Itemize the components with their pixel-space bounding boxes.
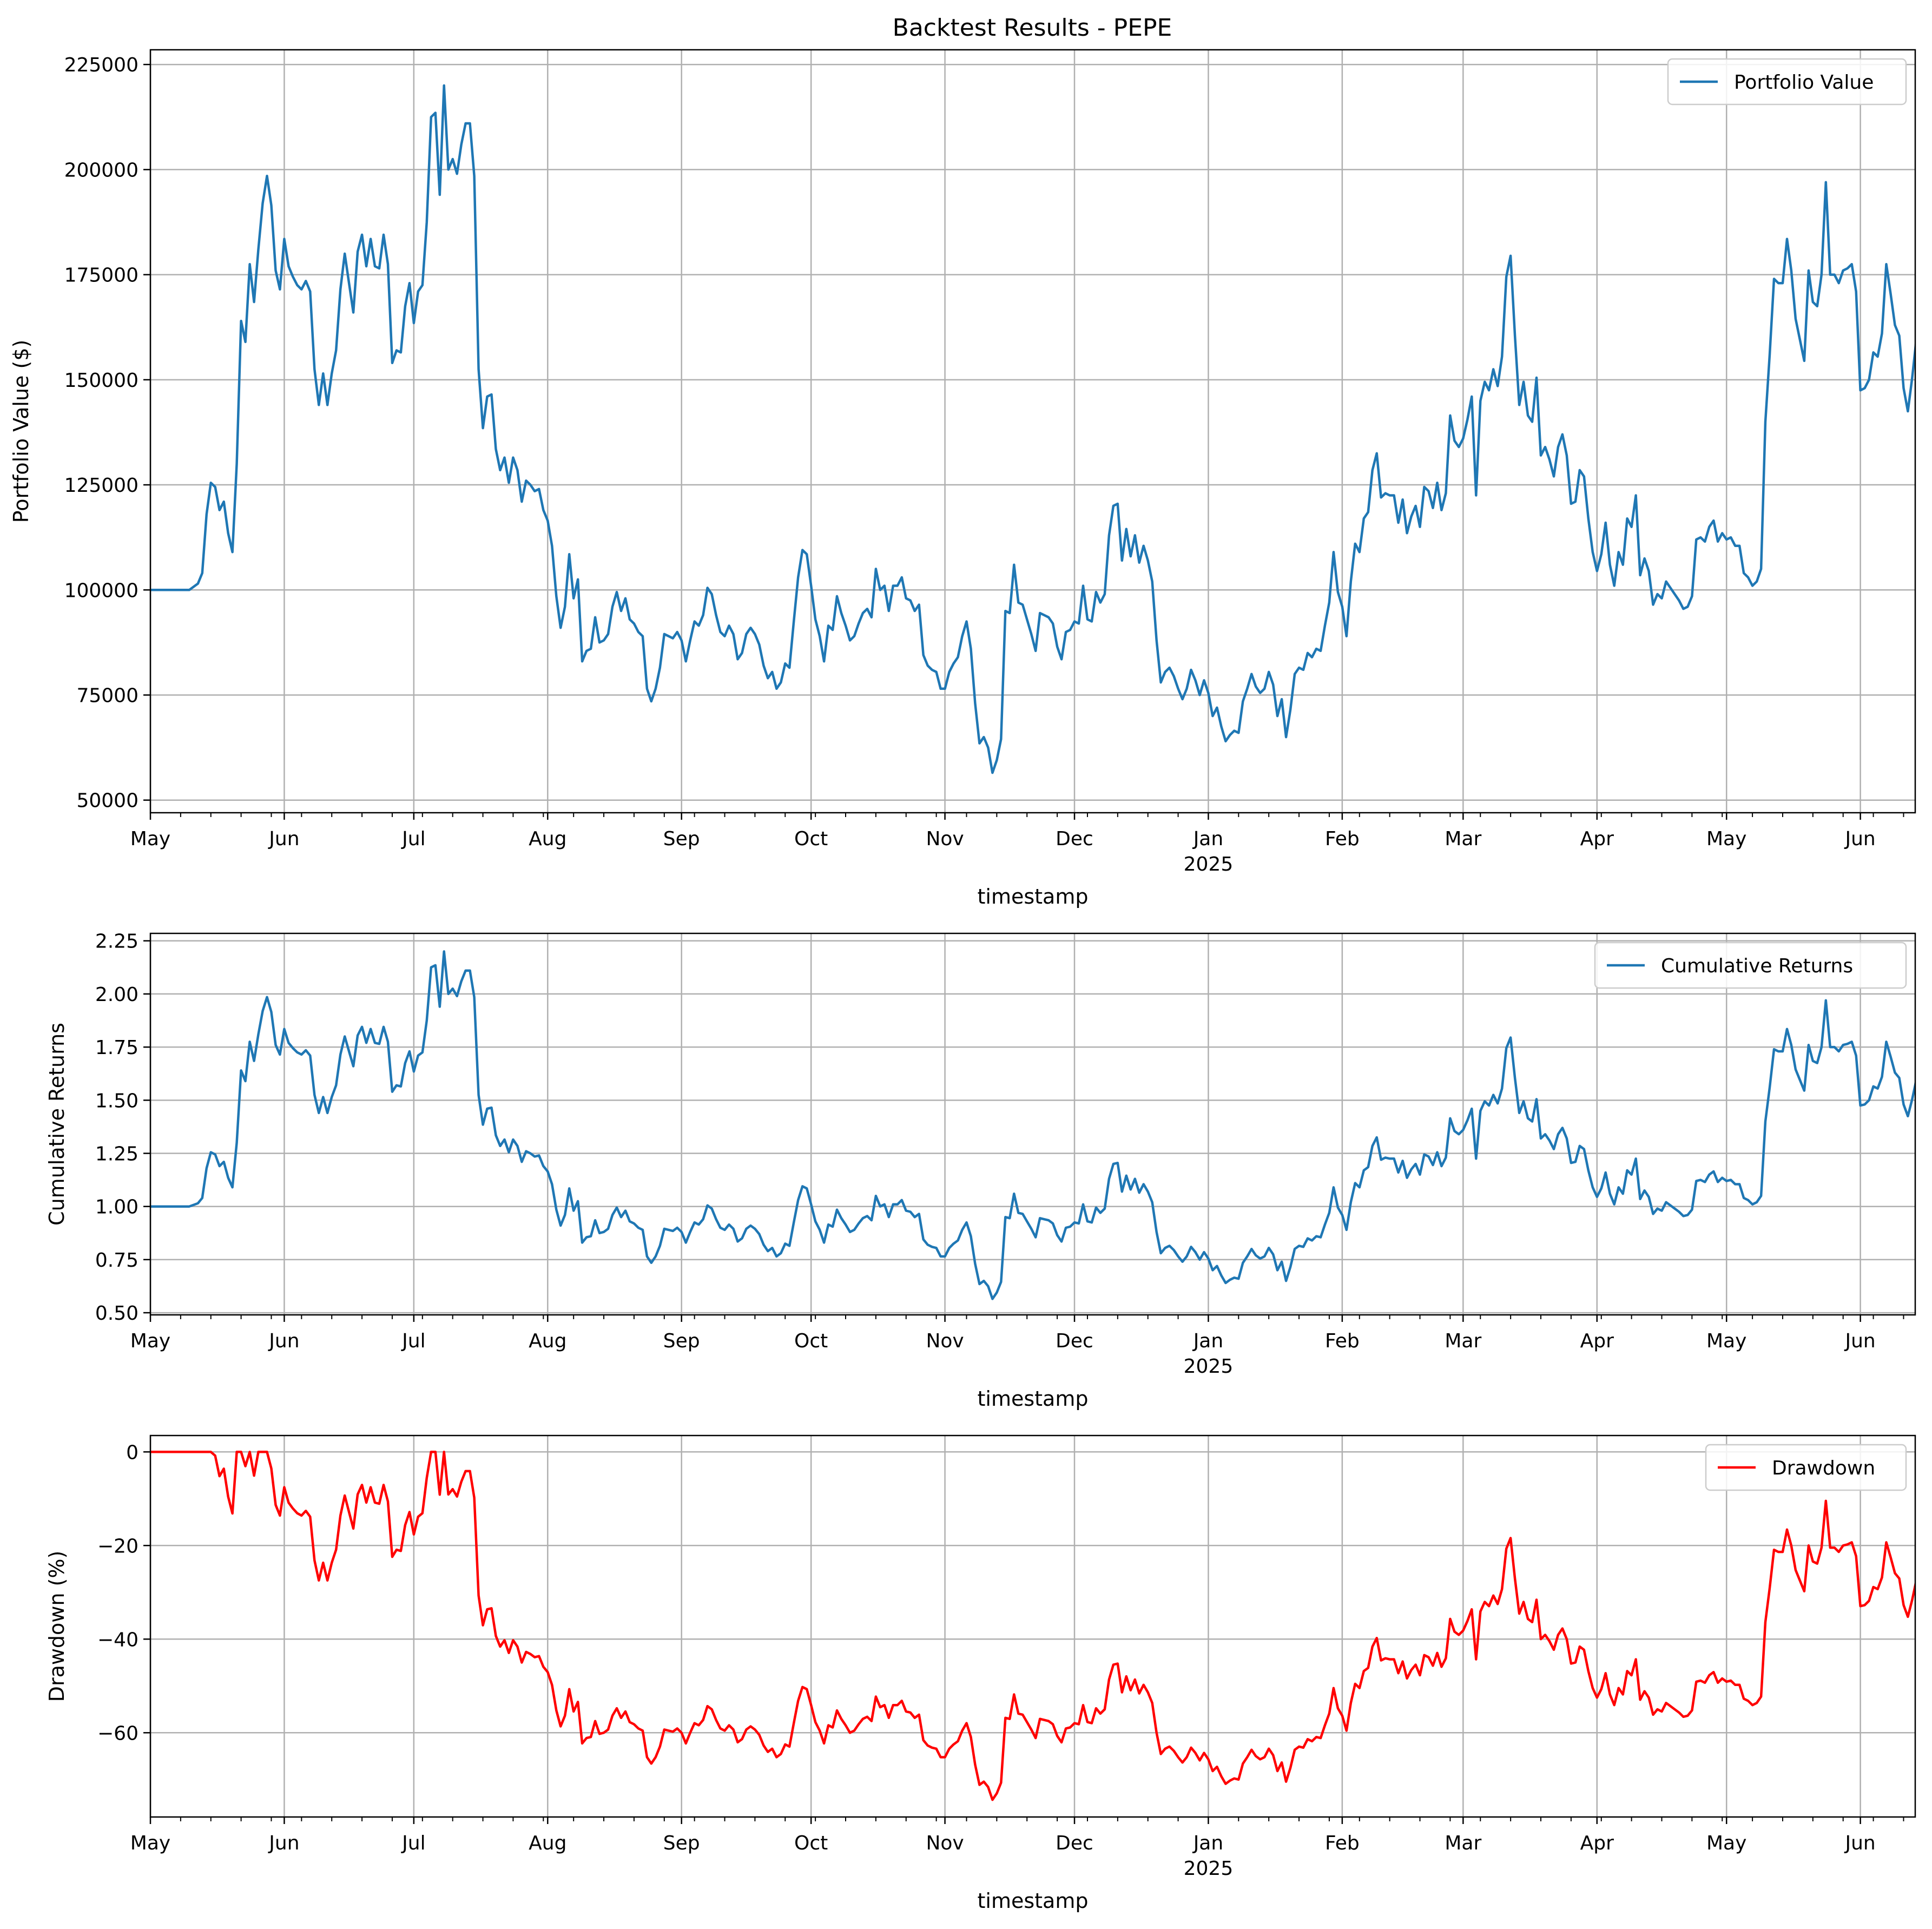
x-tick-label: Sep	[663, 828, 700, 850]
panel-returns: 0.50 0.75 1.00 1.25 1.50 1.75 2.00 2.25 May Jun Ju…	[45, 931, 1916, 1411]
x-tick-label: Jul	[401, 1330, 425, 1352]
x-tick-label: May	[1706, 1832, 1746, 1854]
x-tick-label: May	[1706, 1330, 1746, 1352]
x-tick-label: Jun	[268, 828, 299, 850]
x-tick-label: Mar	[1445, 1832, 1481, 1854]
y-axis-title: Cumulative Returns	[45, 1023, 69, 1226]
series-line-returns	[150, 950, 1915, 1300]
series-line-drawdown	[150, 1451, 1915, 1801]
x-tick-label: Oct	[794, 1832, 828, 1854]
plots-container: 50000 75000 100000 125000 150000 175000 200000…	[9, 49, 1916, 1913]
x-axis-title: timestamp	[978, 885, 1089, 908]
y-tick-label: 175000	[64, 265, 139, 287]
axes-frame	[149, 932, 1916, 1316]
x-tick-label: Feb	[1325, 1832, 1360, 1854]
figure-title: Backtest Results - PEPE	[893, 14, 1172, 42]
y-tick-label: 50000	[76, 790, 139, 812]
x-tick-label: Dec	[1056, 1832, 1093, 1854]
x-tick-label: Aug	[529, 1330, 566, 1352]
legend-box	[1667, 58, 1907, 106]
x-axis-title: timestamp	[978, 1387, 1089, 1411]
x-tick-label: Oct	[794, 1330, 828, 1352]
x-tick-label: Feb	[1325, 828, 1360, 850]
x-tick-label: Jun	[1844, 1330, 1876, 1352]
y-tick-label: −20	[97, 1535, 139, 1557]
x-tick-label: Sep	[663, 1330, 700, 1352]
x-tick-label: Jun	[268, 1832, 299, 1854]
x-tick-label: Aug	[529, 1832, 566, 1854]
axes-frame	[149, 1434, 1916, 1818]
x-tick-label: May	[1706, 828, 1746, 850]
legend-box	[1594, 942, 1907, 989]
x-tick-label: Jun	[1844, 828, 1876, 850]
x-tick-label: Oct	[794, 828, 828, 850]
panel-portfolio: 50000 75000 100000 125000 150000 175000 200000…	[9, 49, 1916, 908]
x-axis-title: timestamp	[978, 1889, 1089, 1913]
x-tick-label: Jan	[1192, 1832, 1224, 1854]
legend-label: Cumulative Returns	[1661, 955, 1853, 977]
x-tick-label: May	[130, 1832, 170, 1854]
x-year-label: 2025	[1184, 1355, 1234, 1378]
x-tick-label: Jun	[1844, 1832, 1876, 1854]
series-line-portfolio	[150, 84, 1915, 774]
x-tick-label: Jun	[268, 1330, 299, 1352]
x-tick-label: Dec	[1056, 1330, 1093, 1352]
y-tick-label: 150000	[64, 370, 139, 392]
x-tick-label: Mar	[1445, 1330, 1481, 1352]
y-tick-label: −40	[97, 1629, 139, 1651]
x-tick-label: Apr	[1580, 1330, 1614, 1352]
x-tick-label: Nov	[926, 1330, 964, 1352]
y-tick-label: 1.50	[95, 1090, 139, 1112]
x-tick-label: Apr	[1580, 828, 1614, 850]
y-tick-label: 225000	[64, 54, 139, 76]
y-tick-label: 125000	[64, 475, 139, 497]
y-tick-label: 2.25	[95, 931, 139, 953]
x-year-label: 2025	[1184, 1858, 1234, 1880]
x-tick-label: Jul	[401, 1832, 425, 1854]
x-tick-label: Nov	[926, 828, 964, 850]
y-tick-label: 0.75	[95, 1249, 139, 1272]
y-tick-label: 1.00	[95, 1196, 139, 1219]
x-tick-label: Jan	[1192, 828, 1224, 850]
x-tick-label: May	[130, 1330, 170, 1352]
y-axis-title: Drawdown (%)	[45, 1551, 69, 1702]
x-tick-label: May	[130, 828, 170, 850]
axes-frame	[149, 49, 1916, 814]
legend-drawdown: Drawdown	[1705, 1444, 1907, 1491]
y-axis-title: Portfolio Value ($)	[9, 340, 33, 523]
y-tick-label: −60	[97, 1722, 139, 1744]
x-tick-label: Aug	[529, 828, 566, 850]
x-tick-label: Jul	[401, 828, 425, 850]
x-tick-label: Apr	[1580, 1832, 1614, 1854]
legend-label: Drawdown	[1772, 1457, 1875, 1479]
x-tick-label: Dec	[1056, 828, 1093, 850]
legend-box	[1705, 1444, 1907, 1491]
y-tick-label: 0	[126, 1441, 139, 1464]
legend-returns: Cumulative Returns	[1594, 942, 1907, 989]
y-tick-label: 1.75	[95, 1037, 139, 1059]
y-tick-label: 200000	[64, 159, 139, 181]
x-tick-label: Jan	[1192, 1330, 1224, 1352]
y-tick-label: 1.25	[95, 1143, 139, 1166]
x-tick-label: Mar	[1445, 828, 1481, 850]
x-tick-label: Feb	[1325, 1330, 1360, 1352]
y-tick-label: 2.00	[95, 984, 139, 1006]
legend-portfolio: Portfolio Value	[1667, 58, 1907, 106]
x-year-label: 2025	[1184, 853, 1234, 875]
legend-label: Portfolio Value	[1734, 71, 1874, 94]
y-tick-label: 100000	[64, 580, 139, 602]
x-tick-label: Nov	[926, 1832, 964, 1854]
panel-drawdown: −60 −40 −20 0 May Jun Jul Aug Sep Oct Nov Dec Jan 202…	[45, 1434, 1916, 1913]
y-tick-label: 75000	[76, 684, 139, 707]
y-tick-label: 0.50	[95, 1302, 139, 1325]
x-tick-label: Sep	[663, 1832, 700, 1854]
